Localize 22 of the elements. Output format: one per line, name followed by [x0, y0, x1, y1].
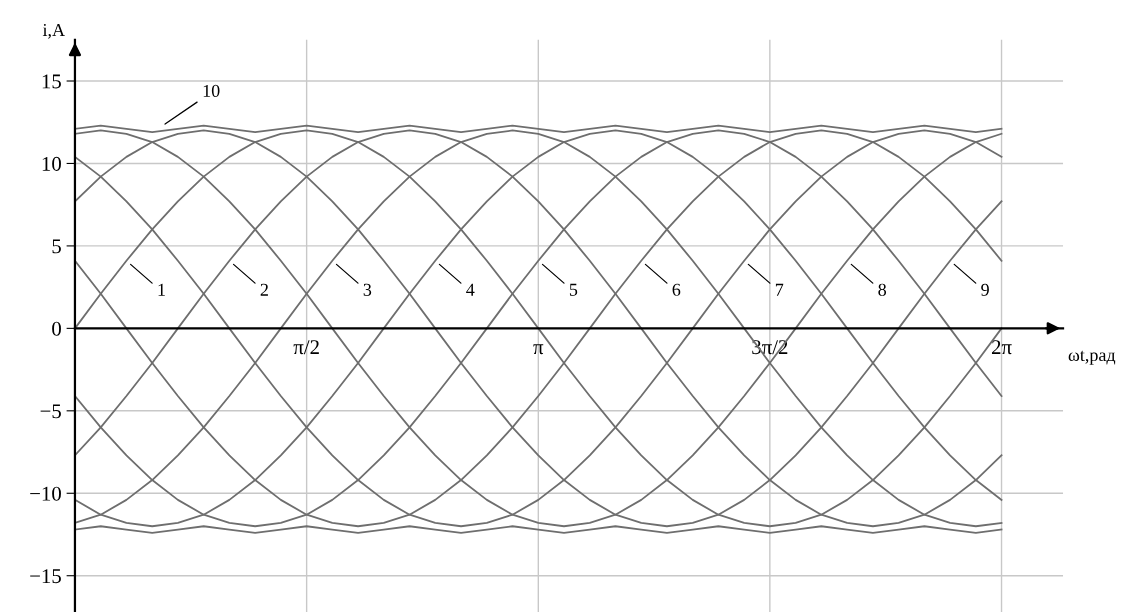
- annotation: 5: [569, 283, 578, 296]
- annotation: 4: [466, 283, 475, 296]
- annotation: 9: [981, 283, 989, 296]
- x-tick-label: π: [533, 344, 544, 355]
- y-tick-label: −5: [40, 404, 61, 419]
- annotation: 8: [878, 283, 887, 296]
- annotation: 10: [203, 84, 220, 97]
- x-axis-title: ωt,рад: [1068, 350, 1116, 365]
- x-tick-label: π/2: [293, 340, 319, 355]
- y-axis-title: i,A: [42, 23, 65, 39]
- y-tick-label: 15: [42, 74, 61, 89]
- y-tick-label: −10: [30, 486, 61, 501]
- y-tick-label: 10: [42, 156, 61, 171]
- x-tick-label: 2π: [991, 340, 1012, 355]
- y-tick-label: −15: [30, 569, 61, 584]
- y-tick-label: 5: [52, 239, 61, 254]
- annotation: 3: [363, 283, 372, 296]
- annotation: 2: [260, 283, 268, 296]
- annotation: 7: [775, 283, 784, 296]
- annotation: 6: [672, 283, 681, 296]
- y-tick-label: 0: [52, 321, 61, 336]
- annotation: 1: [158, 283, 165, 296]
